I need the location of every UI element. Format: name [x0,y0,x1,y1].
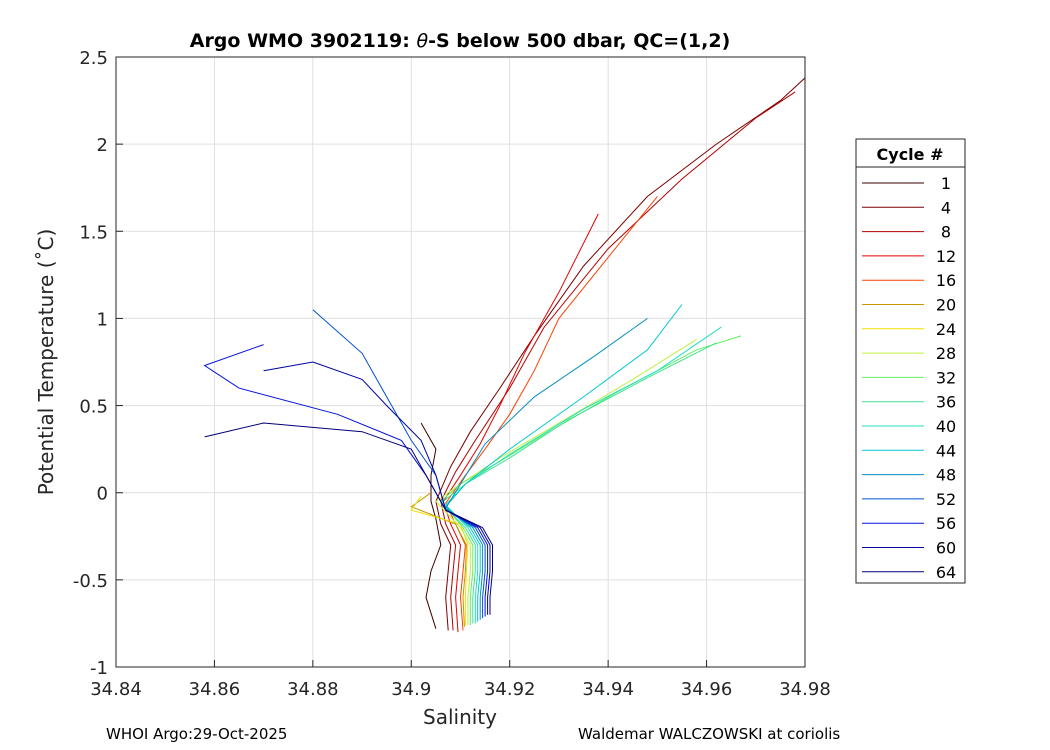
grid-lines [115,56,806,668]
chart-title: Argo WMO 3902119: θ-S below 500 dbar, QC… [190,30,731,52]
series-line-cycle-48 [445,317,648,620]
y-tick-label: 2 [97,135,108,156]
plot-area-border [115,56,806,668]
series-line-cycle-32 [440,335,742,626]
x-tick-label: 34.92 [484,679,536,700]
series-line-cycle-60 [263,361,491,615]
series-line-cycle-20 [410,492,467,627]
series-line-cycle-4 [435,77,805,631]
x-tick-label: 34.86 [189,679,241,700]
series-line-cycle-28 [435,338,697,626]
y-tick-label: 1 [97,309,108,330]
y-tick-label: 0.5 [79,397,108,418]
legend-entry-label: 1 [941,174,951,193]
legend-entry-label: 28 [936,344,956,363]
x-tick-label: 34.98 [779,679,831,700]
series-line-cycle-64 [204,422,493,615]
legend-entry-label: 8 [941,223,951,242]
legend-entry-label: 4 [941,198,951,217]
y-tick-label: 1.5 [79,222,108,243]
y-tick-label: -1 [90,658,108,679]
legend-entry-label: 44 [936,441,956,460]
legend-entry-label: 60 [936,539,956,558]
legend-entry-label: 48 [936,466,956,485]
legend-entry-label: 40 [936,417,956,436]
y-tick-label: -0.5 [73,571,108,592]
x-tick-label: 34.88 [287,679,339,700]
legend-entry-label: 56 [936,514,956,533]
series-layer [203,77,805,633]
x-tick-label: 34.84 [90,679,142,700]
legend-entry-label: 52 [936,490,956,509]
series-line-cycle-1 [420,422,442,629]
legend-box [855,138,966,584]
legend-entry-label: 36 [936,393,956,412]
series-line-cycle-44 [444,304,683,622]
series-line-cycle-12 [442,213,599,633]
x-axis-ticks: 34.84 34.86 34.88 34.9 34.92 34.94 34.96 34.98 [90,660,831,700]
series-line-cycle-8 [440,91,796,631]
y-axis-ticks: -1 -0.5 0 0.5 1 1.5 2 2.5 [73,48,123,679]
series-line-cycle-40 [445,326,722,624]
legend-title: Cycle # [877,145,944,164]
footer-author: Waldemar WALCZOWSKI at coriolis [578,725,841,743]
legend-entry-label: 12 [936,247,956,266]
y-axis-label: Potential Temperature (˚C) [34,229,58,496]
series-line-cycle-24 [410,495,469,626]
y-tick-label: 0 [97,484,108,505]
x-axis-label: Salinity [423,705,497,729]
x-tick-label: 34.96 [681,679,733,700]
legend-entry-label: 24 [936,320,956,339]
y-tick-label: 2.5 [79,48,108,69]
legend-entry-label: 64 [936,563,956,582]
legend-entry-label: 20 [936,296,956,315]
legend-entry-label: 16 [936,271,956,290]
x-tick-label: 34.9 [391,679,431,700]
footer-source: WHOI Argo:29-Oct-2025 [106,725,288,743]
series-line-cycle-36 [440,342,717,624]
x-tick-label: 34.94 [582,679,634,700]
series-line-cycle-52 [312,309,486,619]
legend-entry-label: 32 [936,368,956,387]
